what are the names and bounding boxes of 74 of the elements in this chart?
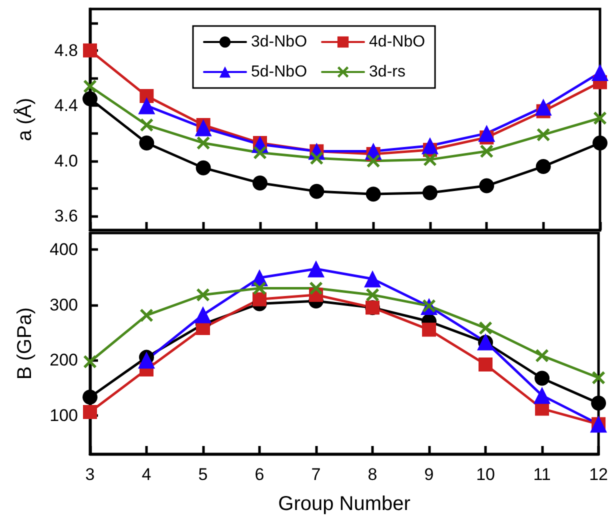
x-tick-label: 4: [142, 465, 152, 484]
point: [592, 135, 608, 150]
x-tick-label: 8: [368, 465, 378, 484]
y-tick-label: 4.8: [54, 40, 78, 60]
point: [194, 306, 212, 324]
point: [309, 184, 324, 199]
point: [592, 64, 608, 82]
point: [536, 349, 549, 362]
point: [479, 322, 492, 335]
point: [84, 355, 96, 368]
point: [592, 371, 606, 384]
point: [196, 136, 210, 150]
point: [196, 160, 211, 176]
x-tick-label: 9: [424, 465, 434, 484]
point: [252, 292, 267, 306]
point: [310, 282, 323, 295]
x-tick-label: 10: [476, 465, 495, 484]
x-tick-label: 12: [589, 465, 608, 484]
point: [478, 124, 496, 142]
point: [139, 135, 154, 150]
x-tick-label: 5: [198, 465, 208, 484]
point: [83, 405, 97, 420]
point: [534, 370, 550, 386]
point: [83, 43, 97, 58]
point: [534, 386, 551, 404]
point: [480, 144, 494, 158]
point: [138, 97, 156, 114]
point: [253, 282, 266, 295]
point: [424, 153, 436, 166]
y-tick-label: 300: [50, 295, 78, 314]
y-tick-label: 200: [50, 350, 78, 370]
point: [140, 118, 154, 132]
x-axis-title: Group Number: [278, 493, 411, 515]
point: [82, 390, 98, 405]
point: [308, 260, 325, 278]
legend-label: 4d-NbO: [369, 34, 426, 50]
y-tick-label: 4.4: [54, 96, 78, 116]
point: [254, 146, 266, 160]
point: [422, 322, 436, 337]
point: [422, 185, 438, 200]
point: [140, 308, 154, 322]
point: [478, 357, 493, 372]
point: [84, 80, 96, 93]
x-tick-label: 6: [254, 465, 264, 484]
point: [536, 158, 551, 174]
y-axis-title: B (GPa): [14, 307, 36, 380]
point: [194, 119, 212, 136]
legend-label: 3d-rs: [369, 64, 406, 80]
y-tick-label: 100: [50, 406, 78, 425]
y-tick-label: 400: [50, 240, 78, 260]
legend-label: 5d-NbO: [251, 64, 308, 80]
point: [479, 178, 494, 194]
point: [422, 137, 438, 154]
x-tick-label: 11: [533, 465, 551, 484]
point: [310, 152, 324, 165]
y-tick-label: 3.6: [54, 206, 78, 226]
point: [366, 154, 380, 168]
point: [140, 89, 154, 104]
point: [82, 91, 98, 106]
y-tick-label: 4.0: [54, 151, 78, 170]
point: [252, 176, 268, 191]
point: [594, 112, 606, 125]
point: [138, 352, 156, 369]
point: [364, 270, 382, 288]
point: [366, 186, 381, 202]
legend-label: 3d-NbO: [251, 34, 308, 50]
x-tick-label: 7: [311, 465, 321, 484]
point: [196, 288, 210, 302]
point: [534, 98, 552, 116]
point: [366, 288, 380, 302]
point: [591, 396, 606, 411]
y-axis-title: a (Å): [13, 98, 36, 142]
point: [536, 128, 550, 142]
x-tick-label: 3: [85, 465, 95, 484]
